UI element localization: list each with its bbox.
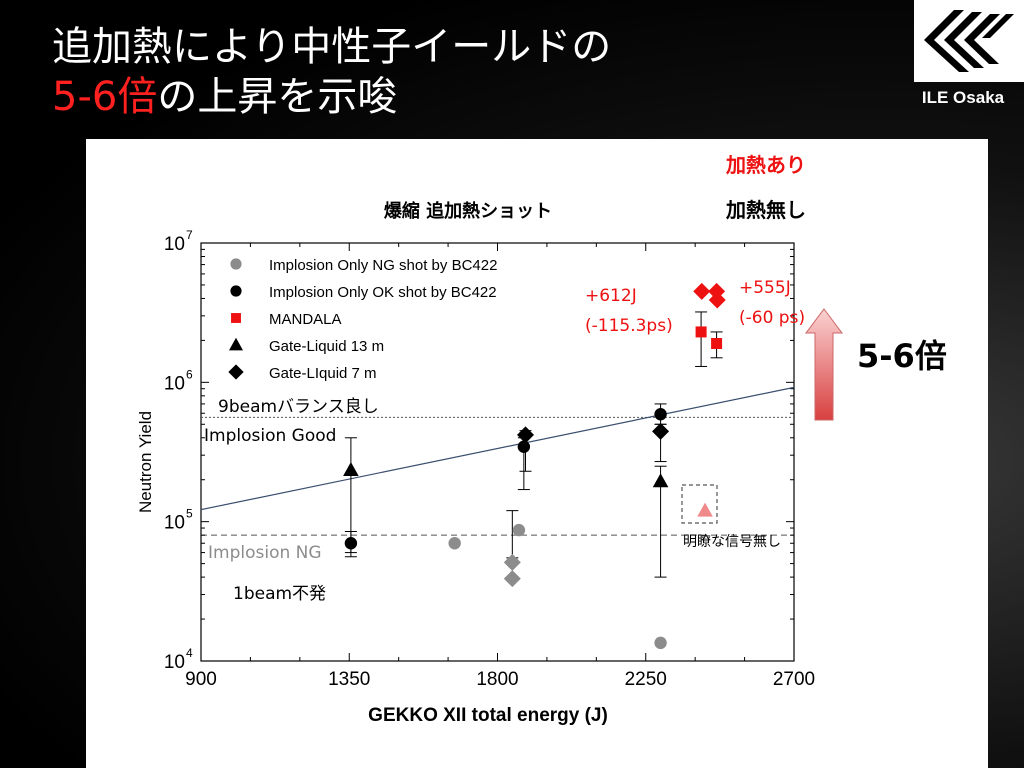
label-612j: +612J: [585, 286, 637, 306]
label-555j: +555J: [739, 278, 791, 298]
heating-yes-label: 加熱あり: [725, 153, 806, 177]
data-point-diamond: [652, 422, 670, 440]
title-highlight: 5-6倍: [52, 74, 158, 120]
ile-logo-icon: [924, 10, 1014, 72]
data-point-circle: [512, 523, 526, 537]
x-tick-label: 2250: [625, 669, 667, 690]
x-tick-label: 900: [185, 669, 217, 690]
legend-marker-circle: [230, 258, 242, 270]
title-line-2: の上昇を示唆: [157, 74, 398, 120]
label-555j-delay: (-60 ps): [739, 308, 805, 328]
data-point-diamond: [693, 282, 711, 300]
legend-entry: Implosion Only NG shot by BC422: [269, 257, 497, 274]
y-tick-label: 10: [164, 513, 185, 534]
ile-logo: [914, 0, 1024, 82]
x-tick-label: 1350: [328, 669, 370, 690]
y-tick-label: 10: [164, 373, 185, 394]
data-point-diamond: [503, 553, 521, 571]
title-line-1: 追加熱により中性子イールドの: [52, 24, 612, 70]
legend-marker-square: [231, 313, 241, 323]
header-left-label: 爆縮 追加熱ショット: [384, 200, 552, 222]
increase-arrow-icon: [805, 308, 843, 421]
x-axis-label: GEKKO XII total energy (J): [368, 705, 608, 726]
legend-entry: Gate-LIquid 7 m: [269, 365, 377, 382]
legend-entry: MANDALA: [269, 311, 342, 328]
legend-marker-diamond: [228, 364, 244, 380]
legend: Implosion Only NG shot by BC422 Implosion…: [228, 257, 497, 382]
x-tick-label: 1800: [476, 669, 518, 690]
data-point-square: [695, 326, 707, 338]
nine-beam-label: 9beamバランス良し: [218, 397, 379, 417]
legend-marker-circle: [230, 285, 242, 297]
label-612j-delay: (-115.3ps): [585, 316, 673, 336]
data-point-triangle: [697, 502, 713, 517]
slide-title: 追加熱により中性子イールドの 5-6倍の上昇を示唆: [52, 22, 611, 122]
y-tick-exponent: 7: [186, 228, 193, 242]
data-point-square: [711, 337, 723, 349]
legend-entry: Implosion Only OK shot by BC422: [269, 284, 497, 301]
x-tick-label: 2700: [773, 669, 815, 690]
heating-no-label: 加熱無し: [725, 198, 806, 222]
factor-label: 5-6倍: [857, 337, 947, 375]
implosion-ng-label: Implosion NG: [208, 543, 322, 563]
data-point-circle: [517, 440, 531, 453]
y-tick-exponent: 6: [186, 367, 193, 381]
y-tick-exponent: 5: [186, 507, 193, 521]
y-axis-label: Neutron Yield: [136, 411, 155, 513]
y-tick-exponent: 4: [186, 646, 193, 660]
data-point-circle: [344, 537, 358, 550]
implosion-good-label: Implosion Good: [204, 426, 336, 446]
data-point-circle: [654, 408, 667, 421]
data-point-diamond: [503, 570, 521, 588]
data-point-triangle: [343, 461, 359, 476]
data-point-diamond: [708, 291, 726, 309]
data-point-circle: [448, 537, 461, 550]
y-tick-label: 10: [164, 234, 185, 255]
data-point-triangle: [652, 473, 669, 488]
no-signal-label: 明瞭な信号無し: [683, 534, 781, 550]
y-tick-label: 10: [164, 652, 185, 673]
legend-marker-triangle: [228, 337, 244, 351]
legend-entry: Gate-Liquid 13 m: [269, 338, 384, 355]
logo-text: ILE Osaka: [921, 88, 1005, 107]
one-beam-label: 1beam不発: [233, 584, 326, 604]
data-point-diamond: [517, 426, 535, 444]
data-point-circle: [654, 636, 667, 650]
chart-panel: 900 1350 1800 2250 2700 10 4 10 5 10 6 10 7 Implosio…: [86, 139, 988, 768]
fit-line: [200, 386, 795, 511]
no-signal-box: [681, 484, 718, 524]
